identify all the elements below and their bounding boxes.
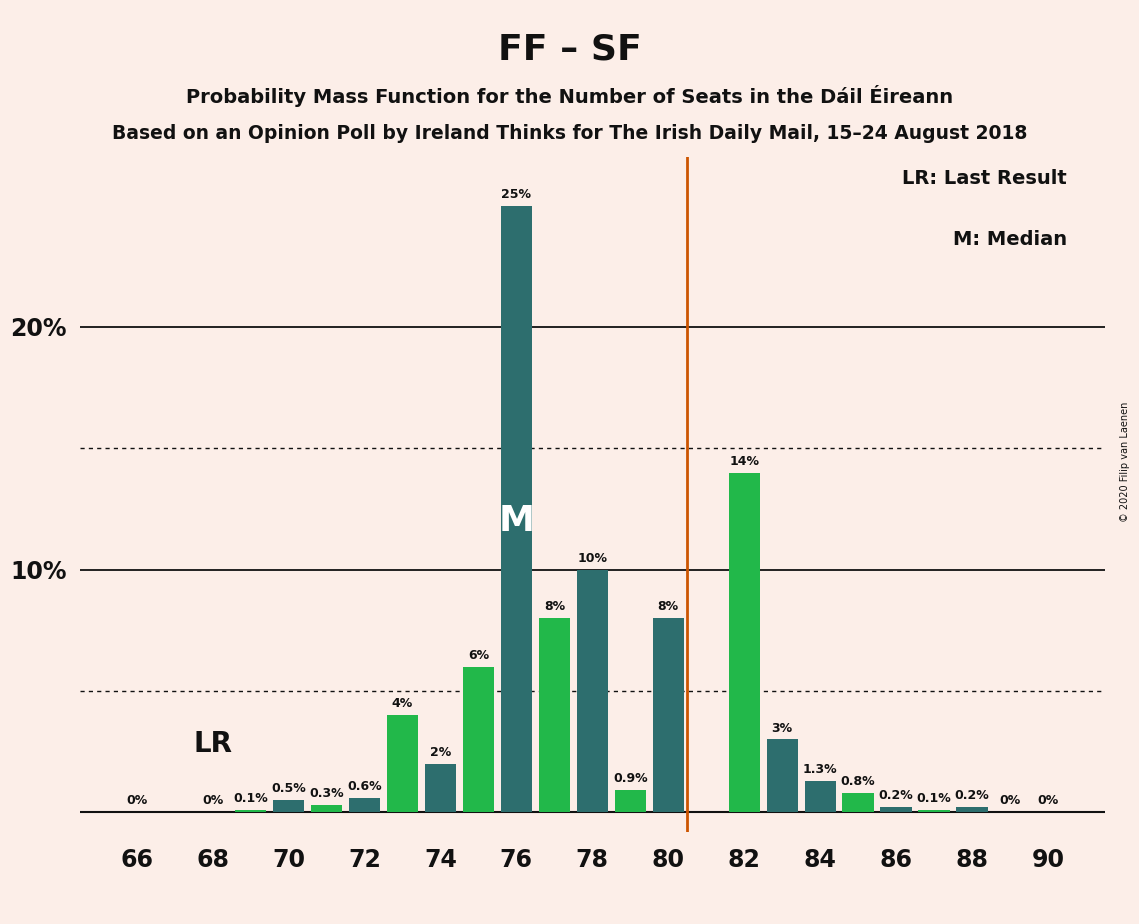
Text: 0.1%: 0.1%: [917, 792, 951, 805]
Text: 1.3%: 1.3%: [803, 763, 837, 776]
Text: 25%: 25%: [501, 188, 532, 201]
Text: 0%: 0%: [126, 795, 147, 808]
Text: Based on an Opinion Poll by Ireland Thinks for The Irish Daily Mail, 15–24 Augus: Based on an Opinion Poll by Ireland Thin…: [112, 124, 1027, 143]
Text: 0%: 0%: [999, 795, 1021, 808]
Text: 8%: 8%: [657, 601, 679, 614]
Text: 0%: 0%: [1038, 795, 1058, 808]
Text: 0.8%: 0.8%: [841, 775, 876, 788]
Bar: [349, 797, 380, 812]
Bar: [729, 472, 760, 812]
Text: LR: Last Result: LR: Last Result: [902, 169, 1067, 188]
Bar: [273, 800, 304, 812]
Bar: [501, 206, 532, 812]
Text: 0%: 0%: [202, 795, 223, 808]
Bar: [425, 763, 456, 812]
Bar: [804, 781, 836, 812]
Text: 0.1%: 0.1%: [233, 792, 268, 805]
Text: FF – SF: FF – SF: [498, 32, 641, 67]
Bar: [615, 790, 646, 812]
Bar: [843, 793, 874, 812]
Text: 0.3%: 0.3%: [309, 787, 344, 800]
Bar: [653, 618, 683, 812]
Bar: [387, 715, 418, 812]
Bar: [767, 739, 797, 812]
Bar: [311, 805, 342, 812]
Text: M: M: [499, 504, 534, 538]
Text: 0.5%: 0.5%: [271, 783, 306, 796]
Text: 0.9%: 0.9%: [613, 772, 648, 785]
Text: © 2020 Filip van Laenen: © 2020 Filip van Laenen: [1121, 402, 1130, 522]
Text: Probability Mass Function for the Number of Seats in the Dáil Éireann: Probability Mass Function for the Number…: [186, 85, 953, 107]
Bar: [235, 809, 267, 812]
Bar: [957, 808, 988, 812]
Text: 0.2%: 0.2%: [954, 789, 990, 802]
Text: 0.2%: 0.2%: [878, 789, 913, 802]
Bar: [462, 666, 494, 812]
Text: 3%: 3%: [771, 722, 793, 735]
Text: 4%: 4%: [392, 698, 413, 711]
Bar: [880, 808, 911, 812]
Text: 6%: 6%: [468, 649, 489, 662]
Text: 2%: 2%: [429, 746, 451, 759]
Text: M: Median: M: Median: [952, 230, 1067, 249]
Text: LR: LR: [194, 730, 232, 759]
Bar: [576, 569, 608, 812]
Text: 14%: 14%: [729, 455, 760, 468]
Text: 8%: 8%: [543, 601, 565, 614]
Text: 10%: 10%: [577, 552, 607, 565]
Bar: [539, 618, 570, 812]
Bar: [918, 809, 950, 812]
Text: 0.6%: 0.6%: [347, 780, 382, 793]
